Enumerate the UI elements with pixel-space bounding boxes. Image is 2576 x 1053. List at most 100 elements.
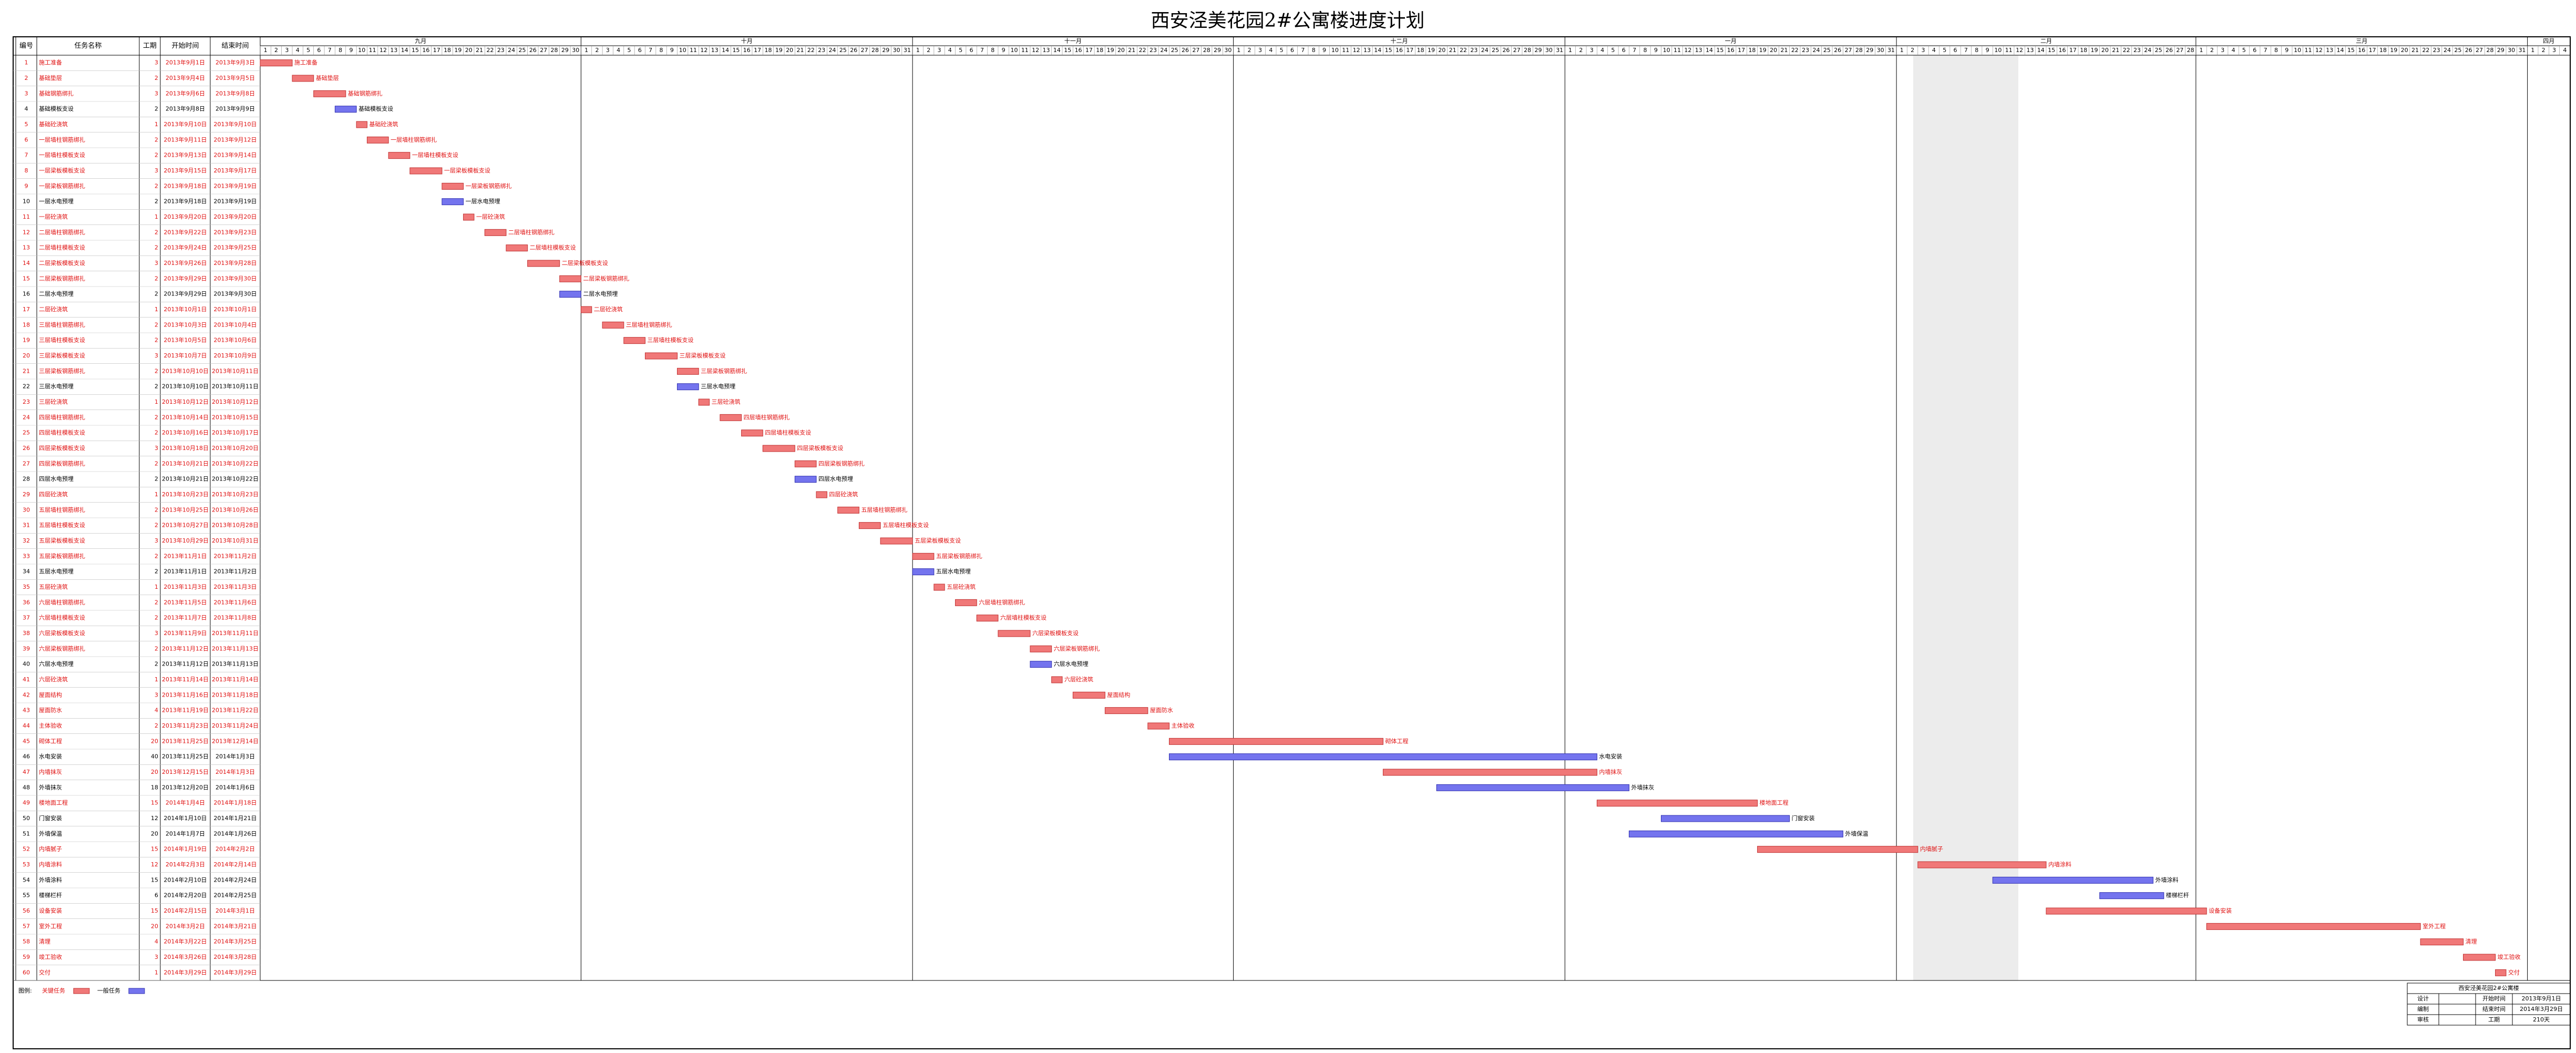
task-duration: 4 — [155, 707, 158, 714]
day-label: 13 — [711, 47, 719, 54]
task-id: 6 — [25, 136, 28, 143]
bar-label: 二层墙柱模板支设 — [530, 244, 576, 251]
bar-label: 二层水电预埋 — [583, 291, 618, 298]
day-label: 14 — [401, 47, 408, 54]
title-block-cell: 编制 — [2417, 1005, 2429, 1013]
task-id: 58 — [23, 938, 30, 945]
day-label: 5 — [959, 47, 962, 54]
day-label: 24 — [508, 47, 515, 54]
task-end: 2013年10月11日 — [212, 367, 259, 374]
task-duration: 2 — [155, 645, 158, 652]
column-header: 结束时间 — [221, 42, 249, 50]
day-label: 29 — [1534, 47, 1542, 54]
task-end: 2013年10月31日 — [212, 537, 259, 544]
task-start: 2013年10月16日 — [162, 429, 209, 436]
task-id: 26 — [23, 445, 30, 452]
day-label: 14 — [2337, 47, 2344, 54]
task-start: 2013年10月29日 — [162, 537, 209, 544]
task-id: 47 — [23, 769, 30, 775]
task-end: 2013年9月25日 — [214, 244, 257, 251]
bar-label: 三层砼浇筑 — [712, 398, 741, 405]
month-label: 一月 — [1725, 38, 1737, 45]
day-label: 8 — [991, 47, 994, 54]
task-duration: 3 — [155, 537, 158, 544]
day-label: 4 — [296, 47, 300, 54]
bar-label: 基础模板支设 — [358, 105, 393, 113]
task-bar — [2495, 969, 2507, 976]
task-start: 2014年1月4日 — [166, 799, 205, 806]
task-duration: 15 — [151, 907, 158, 914]
task-bar — [698, 398, 710, 406]
day-label: 18 — [1096, 47, 1103, 54]
day-label: 14 — [722, 47, 729, 54]
bar-label: 四层梁板钢筋绑扎 — [818, 459, 865, 467]
task-id: 30 — [23, 506, 30, 513]
day-label: 3 — [606, 47, 610, 54]
task-end: 2013年9月30日 — [214, 290, 257, 298]
task-bar — [1072, 691, 1105, 699]
task-bar — [720, 414, 742, 421]
task-start: 2013年11月1日 — [164, 552, 207, 559]
task-id: 56 — [23, 907, 30, 914]
day-label: 7 — [1301, 47, 1305, 54]
task-name: 基础砼浇筑 — [39, 120, 68, 128]
task-id: 49 — [23, 800, 30, 806]
task-duration: 1 — [155, 121, 158, 128]
day-label: 10 — [1663, 47, 1670, 54]
day-label: 31 — [1556, 47, 1563, 54]
task-id: 18 — [23, 321, 30, 328]
task-bar — [837, 506, 859, 514]
task-start: 2013年9月10日 — [164, 120, 207, 128]
task-id: 22 — [23, 383, 30, 390]
task-start: 2013年11月9日 — [164, 629, 207, 637]
task-start: 2014年2月15日 — [164, 907, 207, 914]
task-name: 竣工验收 — [39, 953, 62, 960]
day-label: 7 — [980, 47, 984, 54]
task-end: 2014年2月24日 — [214, 876, 257, 883]
task-duration: 12 — [151, 815, 158, 822]
task-name: 屋面防水 — [39, 707, 62, 714]
task-start: 2014年3月22日 — [164, 938, 207, 945]
bar-label: 水电安装 — [1599, 753, 1622, 760]
task-start: 2013年11月5日 — [164, 598, 207, 606]
task-name: 四层墙柱钢筋绑扎 — [39, 413, 85, 421]
day-label: 9 — [1986, 47, 1989, 54]
day-label: 30 — [2508, 47, 2515, 54]
task-id: 41 — [23, 676, 30, 683]
task-start: 2013年11月12日 — [162, 645, 209, 652]
day-label: 22 — [807, 47, 815, 54]
day-label: 20 — [2101, 47, 2109, 54]
task-end: 2014年1月3日 — [215, 753, 255, 760]
task-duration: 2 — [155, 229, 158, 236]
task-id: 35 — [23, 584, 30, 590]
task-start: 2014年3月26日 — [164, 953, 207, 960]
task-id: 28 — [23, 476, 30, 483]
task-start: 2013年9月24日 — [164, 244, 207, 251]
day-label: 29 — [1866, 47, 1873, 54]
day-label: 2 — [1911, 47, 1914, 54]
bar-label: 内墙涂料 — [2048, 861, 2071, 868]
bar-label: 三层梁板模板支设 — [680, 352, 726, 359]
task-duration: 2 — [155, 182, 158, 189]
task-name: 三层梁板模板支设 — [39, 352, 85, 359]
day-label: 19 — [775, 47, 783, 54]
day-label: 9 — [1002, 47, 1005, 54]
task-start: 2013年10月10日 — [162, 383, 209, 390]
task-name: 内墙抹灰 — [39, 768, 62, 775]
task-name: 外墙抹灰 — [39, 783, 62, 791]
task-name: 六层梁板模板支设 — [39, 629, 85, 637]
day-label: 5 — [627, 47, 631, 54]
bar-label: 六层砼浇筑 — [1064, 676, 1093, 683]
day-label: 17 — [2369, 47, 2376, 54]
day-label: 27 — [861, 47, 868, 54]
task-bar — [645, 352, 678, 360]
task-name: 一层水电预埋 — [39, 198, 74, 205]
day-label: 23 — [1802, 47, 1809, 54]
task-id: 31 — [23, 522, 30, 529]
day-label: 17 — [1085, 47, 1093, 54]
task-id: 27 — [23, 460, 30, 467]
task-start: 2013年11月7日 — [164, 614, 207, 621]
day-label: 30 — [572, 47, 579, 54]
task-name: 四层梁板模板支设 — [39, 444, 85, 452]
task-start: 2013年11月12日 — [162, 660, 209, 668]
